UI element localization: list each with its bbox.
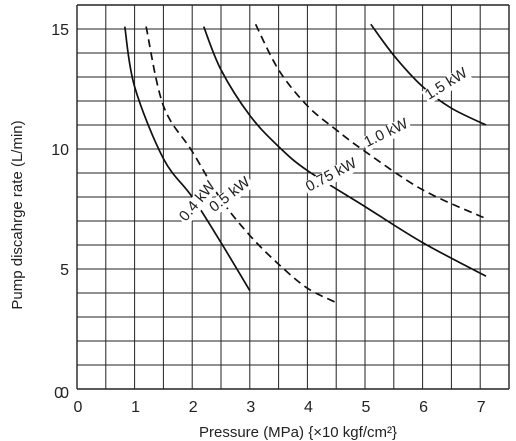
y-axis-title: Pump discahrge rate (L/min) (9, 120, 26, 309)
y-tick-label: 5 (60, 262, 69, 279)
x-tick-label: 4 (304, 399, 313, 416)
tick-labels: 0 1 2 3 4 5 6 7 0 5 10 15 (51, 22, 486, 416)
x-tick-label: 7 (477, 399, 486, 416)
curve-label-background (205, 174, 255, 217)
curve-label-background (176, 177, 221, 227)
y-tick-label: 10 (51, 142, 69, 159)
x-tick-label: 3 (246, 399, 255, 416)
curve-label: 0.75 kW (303, 154, 360, 195)
curve-label-background (360, 116, 413, 152)
curve-label-background (302, 155, 362, 197)
series-line (370, 23, 487, 126)
y-tick-label: 0 (54, 385, 63, 402)
series-line (145, 26, 337, 304)
curve-label-group: 1.5 kW (421, 64, 472, 105)
series-line (202, 26, 487, 277)
x-axis-title: Pressure (MPa) {×10 kgf/cm²} (199, 424, 397, 441)
curve-label-group: 0.75 kW (302, 154, 362, 197)
x-tick-label: 2 (189, 399, 198, 416)
curve-label-background (421, 65, 472, 105)
x-tick-label: 1 (131, 399, 140, 416)
curve-labels: 0.4 kW0.5 kW 0.75 kW1.0 kW1.5 kW (176, 64, 472, 227)
curve-label: 1.5 kW (422, 64, 471, 104)
x-tick-label: 0 (74, 399, 83, 416)
y-tick-label: 15 (51, 22, 69, 39)
series-line (254, 23, 487, 220)
x-tick-label: 5 (362, 399, 371, 416)
x-tick-label: 6 (419, 399, 428, 416)
curves (123, 23, 487, 304)
origin-label: 0 (60, 385, 69, 402)
curve-label: 1.0 kW (361, 115, 411, 151)
grid (76, 4, 510, 390)
series-line (123, 26, 251, 292)
curve-label-group: 1.0 kW (360, 115, 413, 152)
